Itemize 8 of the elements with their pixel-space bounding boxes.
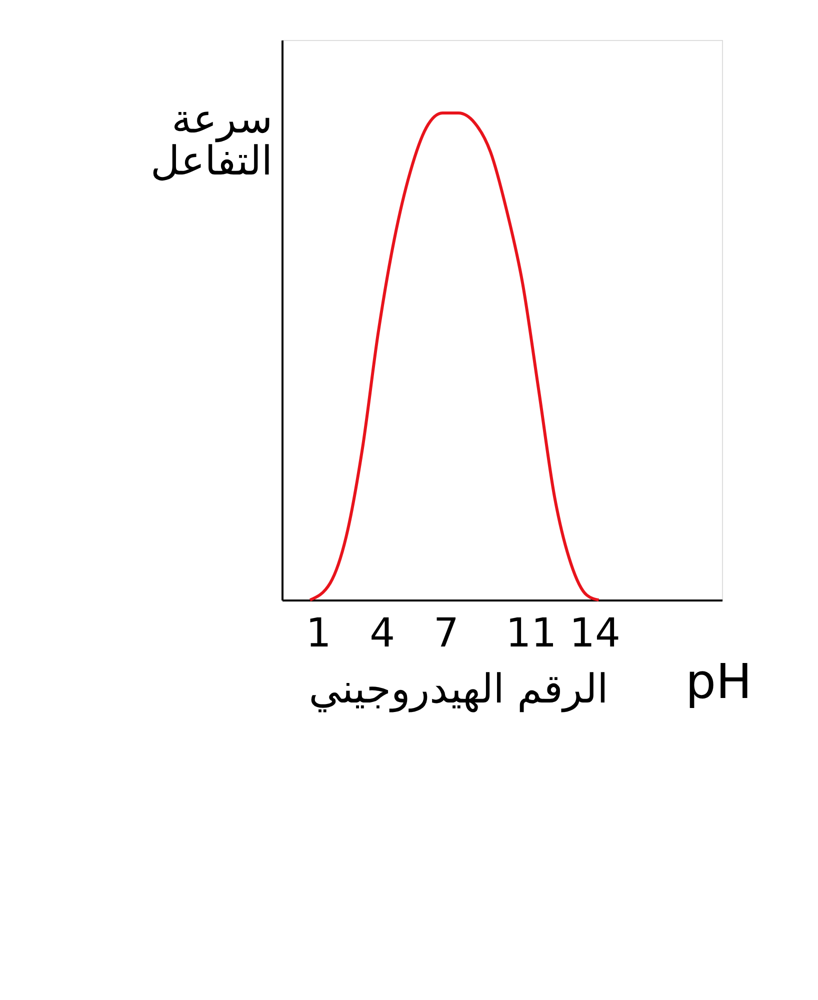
text: pH (685, 654, 752, 710)
y-axis-title: سرعة التفاعل (150, 96, 272, 184)
x-tick-label: 14 (570, 610, 620, 656)
x-tick-label: 1 (306, 610, 332, 656)
x-axis-title: الرقم الهيدروجيني (308, 666, 608, 712)
x-tick-label: 7 (433, 610, 459, 656)
x-tick-label: 11 (506, 610, 557, 656)
x-tick-label: 4 (370, 610, 396, 656)
